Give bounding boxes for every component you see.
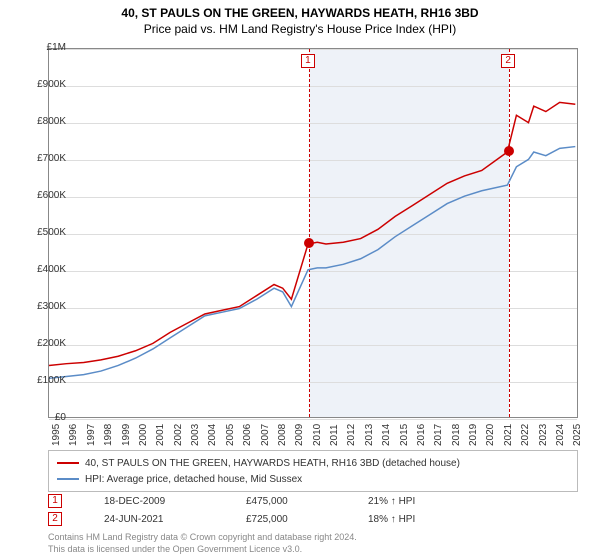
chart-title: 40, ST PAULS ON THE GREEN, HAYWARDS HEAT… [0,6,600,20]
y-axis-label: £400K [22,264,66,275]
sale-point-marker [304,238,314,248]
x-axis-label: 2010 [312,424,323,446]
sale-delta: 18% ↑ HPI [368,514,415,525]
x-axis-label: 2016 [416,424,427,446]
sale-delta: 21% ↑ HPI [368,496,415,507]
y-axis-label: £200K [22,338,66,349]
legend-item: HPI: Average price, detached house, Mid … [57,471,569,487]
x-axis-label: 2011 [329,424,340,446]
sale-date: 24-JUN-2021 [104,514,204,525]
legend-swatch [57,462,79,464]
sale-marker-number: 2 [501,54,515,68]
y-axis-label: £0 [22,412,66,423]
chart-lines [49,49,577,417]
footer-line-1: Contains HM Land Registry data © Crown c… [48,532,578,544]
x-axis-label: 2006 [242,424,253,446]
y-axis-label: £800K [22,116,66,127]
x-axis-label: 2014 [381,424,392,446]
chart-plot-area [48,48,578,418]
sale-point-marker [504,146,514,156]
x-axis-label: 2008 [277,424,288,446]
x-axis-label: 2025 [572,424,583,446]
y-axis-label: £900K [22,79,66,90]
x-axis-label: 2013 [364,424,375,446]
x-axis-label: 2020 [485,424,496,446]
y-axis-label: £300K [22,301,66,312]
y-axis-label: £1M [22,42,66,53]
y-axis-label: £700K [22,153,66,164]
y-axis-label: £500K [22,227,66,238]
x-axis-label: 2009 [294,424,305,446]
x-axis-label: 2004 [207,424,218,446]
x-axis-label: 2018 [451,424,462,446]
sale-number-box: 2 [48,512,62,526]
x-axis-label: 2007 [260,424,271,446]
x-axis-label: 1996 [68,424,79,446]
sale-annotation-row: 1 18-DEC-2009 £475,000 21% ↑ HPI [48,492,578,510]
sale-marker-number: 1 [301,54,315,68]
x-axis-label: 2000 [138,424,149,446]
y-axis-label: £600K [22,190,66,201]
sale-price: £725,000 [246,514,326,525]
sale-date: 18-DEC-2009 [104,496,204,507]
legend-swatch [57,478,79,480]
chart-subtitle: Price paid vs. HM Land Registry's House … [0,22,600,36]
x-axis-label: 2015 [399,424,410,446]
series-property [49,102,575,365]
x-axis-label: 1997 [86,424,97,446]
x-axis-label: 2002 [173,424,184,446]
x-axis-label: 2023 [538,424,549,446]
sales-annotations: 1 18-DEC-2009 £475,000 21% ↑ HPI 2 24-JUN-202… [48,492,578,528]
x-axis-label: 2001 [155,424,166,446]
sale-price: £475,000 [246,496,326,507]
x-axis-label: 2017 [433,424,444,446]
x-axis-label: 1998 [103,424,114,446]
chart-footer: Contains HM Land Registry data © Crown c… [48,532,578,555]
x-axis-label: 2003 [190,424,201,446]
gridline [49,419,577,420]
x-axis-label: 2019 [468,424,479,446]
legend-label: HPI: Average price, detached house, Mid … [85,474,302,485]
legend-item: 40, ST PAULS ON THE GREEN, HAYWARDS HEAT… [57,455,569,471]
x-axis-label: 2012 [346,424,357,446]
chart-legend: 40, ST PAULS ON THE GREEN, HAYWARDS HEAT… [48,450,578,492]
x-axis-label: 1995 [51,424,62,446]
legend-label: 40, ST PAULS ON THE GREEN, HAYWARDS HEAT… [85,458,460,469]
x-axis-label: 1999 [121,424,132,446]
sale-number-box: 1 [48,494,62,508]
footer-line-2: This data is licensed under the Open Gov… [48,544,578,556]
x-axis-label: 2021 [503,424,514,446]
y-axis-label: £100K [22,375,66,386]
x-axis-label: 2005 [225,424,236,446]
series-hpi [49,147,575,379]
x-axis-label: 2022 [520,424,531,446]
sale-annotation-row: 2 24-JUN-2021 £725,000 18% ↑ HPI [48,510,578,528]
x-axis-label: 2024 [555,424,566,446]
